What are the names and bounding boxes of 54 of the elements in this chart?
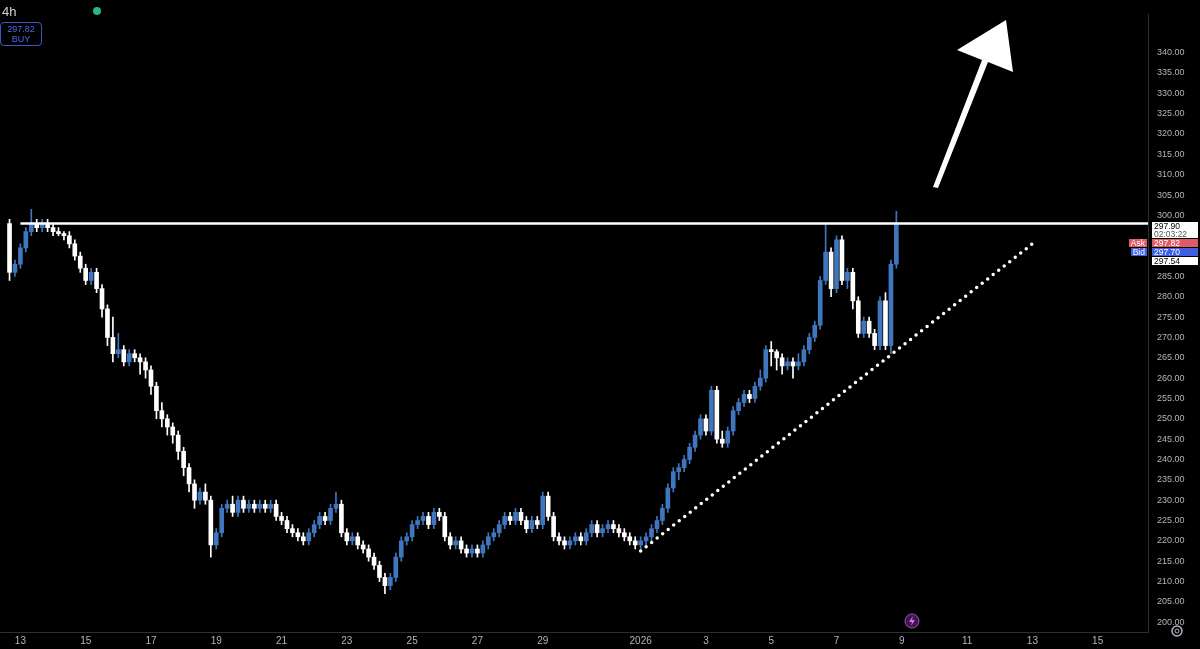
x-tick-label: 11 bbox=[961, 634, 973, 646]
text: 297.70 bbox=[1154, 246, 1196, 257]
y-tick-label: 205.00 bbox=[1157, 596, 1185, 607]
annotation: Ask bbox=[1128, 237, 1147, 248]
y-tick-label: 230.00 bbox=[1157, 494, 1185, 505]
text: 02:03:22 bbox=[1154, 228, 1189, 239]
y-tick-label: 330.00 bbox=[1157, 87, 1185, 98]
y-tick-label: 200.00 bbox=[1157, 616, 1185, 627]
y-tick-label: 220.00 bbox=[1157, 535, 1185, 546]
x-tick-label: 21 bbox=[276, 634, 288, 646]
x-tick-label: 5 bbox=[768, 634, 775, 646]
x-tick-label: 27 bbox=[471, 634, 484, 646]
x-tick-label: 13 bbox=[14, 634, 27, 646]
y-tick-label: 310.00 bbox=[1157, 169, 1185, 180]
y-tick-label: 270.00 bbox=[1157, 331, 1185, 342]
y-tick-label: 300.00 bbox=[1157, 209, 1185, 220]
x-tick-label: 15 bbox=[1092, 634, 1104, 646]
y-tick-label: 235.00 bbox=[1157, 474, 1185, 485]
y-tick-label: 285.00 bbox=[1157, 270, 1185, 281]
x-tick-label: 15 bbox=[80, 634, 92, 646]
y-tick-label: 250.00 bbox=[1157, 413, 1185, 424]
annotation: 297.82 bbox=[6, 24, 36, 34]
x-tick-label: 9 bbox=[899, 634, 906, 646]
y-tick-label: 210.00 bbox=[1157, 576, 1185, 587]
text: 297.54 bbox=[1154, 255, 1196, 266]
x-tick-label: 29 bbox=[537, 634, 549, 646]
x-tick-label: 25 bbox=[406, 634, 419, 646]
text: 297.82 bbox=[1154, 237, 1196, 248]
y-tick-label: 245.00 bbox=[1157, 433, 1185, 444]
y-tick-label: 320.00 bbox=[1157, 128, 1185, 139]
y-tick-label: 225.00 bbox=[1157, 515, 1185, 526]
x-tick-label: 3 bbox=[703, 634, 710, 646]
x-tick-label: 17 bbox=[145, 634, 157, 646]
y-tick-label: 255.00 bbox=[1157, 392, 1185, 403]
chart-title: 4h bbox=[2, 4, 17, 19]
x-tick-label: 19 bbox=[210, 634, 223, 646]
annotation: BUY bbox=[10, 34, 32, 44]
y-tick-label: 260.00 bbox=[1157, 372, 1185, 383]
x-tick-label: 7 bbox=[833, 634, 840, 646]
x-tick-label: 2026 bbox=[629, 634, 653, 646]
y-tick-label: 335.00 bbox=[1157, 67, 1185, 78]
y-tick-label: 215.00 bbox=[1157, 555, 1185, 566]
y-tick-label: 280.00 bbox=[1157, 291, 1185, 302]
y-tick-label: 325.00 bbox=[1157, 108, 1185, 119]
y-tick-label: 265.00 bbox=[1157, 352, 1185, 363]
x-tick-label: 23 bbox=[341, 634, 353, 646]
y-tick-label: 340.00 bbox=[1157, 47, 1185, 58]
y-tick-label: 240.00 bbox=[1157, 453, 1185, 464]
y-tick-label: 305.00 bbox=[1157, 189, 1185, 200]
text: 297.90 bbox=[1154, 220, 1181, 231]
x-tick-label: 13 bbox=[1026, 634, 1039, 646]
y-tick-label: 315.00 bbox=[1157, 148, 1185, 159]
annotation: Bid bbox=[1130, 246, 1147, 257]
y-tick-label: 275.00 bbox=[1157, 311, 1185, 322]
